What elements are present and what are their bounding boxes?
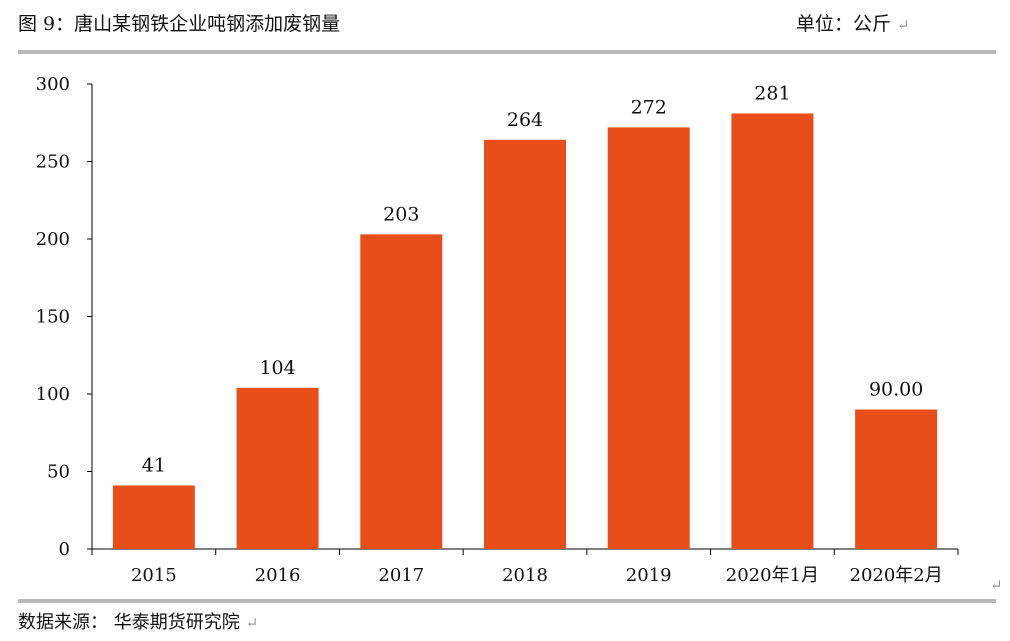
- bottom-divider: [18, 599, 996, 603]
- bar: [855, 409, 938, 549]
- data-label: 90.00: [869, 379, 923, 401]
- y-tick-label: 150: [36, 307, 70, 328]
- bar: [360, 234, 443, 549]
- x-tick-label: 2019: [626, 565, 672, 586]
- chart-title: 图 9：唐山某钢铁企业吨钢添加废钢量: [18, 9, 346, 36]
- unit-label-text: 单位：公斤: [796, 13, 892, 35]
- bar: [731, 113, 814, 549]
- source-note: 数据来源： 华泰期货研究院 ↵: [18, 608, 258, 634]
- x-tick-label: 2015: [131, 565, 177, 586]
- chart-title-text: 图 9：唐山某钢铁企业吨钢添加废钢量: [18, 13, 341, 35]
- x-tick-label: 2017: [378, 565, 424, 586]
- y-tick-label: 100: [36, 384, 70, 405]
- bar: [112, 485, 195, 549]
- y-tick-label: 200: [36, 229, 70, 250]
- data-label: 104: [259, 357, 295, 379]
- return-mark-icon: ↵: [897, 16, 910, 34]
- bar: [607, 127, 690, 550]
- x-tick-label: 2016: [255, 565, 301, 586]
- unit-label: 单位：公斤 ↵: [796, 9, 910, 36]
- source-text: 数据来源： 华泰期货研究院: [18, 612, 240, 633]
- x-tick-label: 2020年1月: [726, 565, 819, 586]
- y-tick-label: 0: [59, 539, 70, 560]
- bar: [236, 387, 319, 549]
- data-label: 281: [754, 82, 790, 104]
- chart-header: 图 9：唐山某钢铁企业吨钢添加废钢量 单位：公斤 ↵: [0, 0, 1010, 48]
- bar-chart: 0 50 100 150 200 250 300 41 2015 104 2016 203 2017 26…: [36, 74, 959, 586]
- top-divider: [18, 50, 996, 54]
- return-mark-icon: ↵: [990, 576, 1003, 594]
- data-label: 203: [383, 203, 419, 225]
- return-mark-icon: ↵: [245, 614, 259, 632]
- y-tick-label: 300: [36, 74, 70, 95]
- data-label: 41: [142, 454, 166, 476]
- bar: [484, 139, 566, 550]
- data-label: 272: [631, 96, 667, 118]
- x-tick-label: 2020年2月: [850, 565, 943, 586]
- data-label: 264: [507, 109, 543, 131]
- y-tick-label: 50: [47, 462, 70, 483]
- y-tick-label: 250: [36, 152, 70, 173]
- x-tick-label: 2018: [502, 565, 548, 586]
